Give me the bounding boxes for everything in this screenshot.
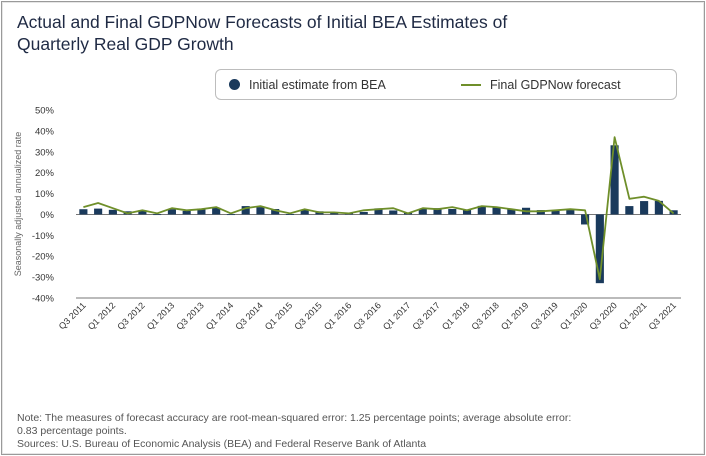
bar-bea-q3-2012 bbox=[138, 210, 147, 215]
x-tick-label: Q3 2015 bbox=[292, 300, 323, 331]
bar-bea-q1-2015 bbox=[285, 214, 295, 215]
legend-item-gdpnow[interactable]: Final GDPNow forecast bbox=[461, 70, 621, 99]
y-axis-label: Seasonally adjusted annualized rate bbox=[13, 132, 23, 277]
title-line-1: Actual and Final GDPNow Forecasts of Ini… bbox=[17, 12, 508, 32]
x-tick-label: Q1 2014 bbox=[204, 300, 235, 331]
x-tick-label: Q1 2015 bbox=[263, 300, 294, 331]
y-tick-label: 30% bbox=[35, 147, 55, 158]
x-tick-label: Q3 2018 bbox=[469, 300, 500, 331]
bar-bea-q2-2020 bbox=[595, 214, 604, 284]
y-tick-label: 0% bbox=[40, 210, 54, 221]
legend-bar-swatch bbox=[229, 79, 240, 90]
bar-bea-q3-2020 bbox=[610, 145, 619, 215]
x-tick-label: Q3 2013 bbox=[174, 300, 205, 331]
bar-bea-q2-2015 bbox=[300, 209, 309, 215]
y-tick-label: 10% bbox=[35, 189, 55, 200]
bar-bea-q1-2018 bbox=[462, 209, 472, 215]
x-tick-label: Q3 2021 bbox=[647, 300, 678, 331]
legend-item-bea[interactable]: Initial estimate from BEA bbox=[229, 70, 386, 99]
y-tick-label: -40% bbox=[32, 294, 55, 305]
x-tick-label: Q3 2011 bbox=[57, 300, 88, 331]
footer-sources: Sources: U.S. Bureau of Economic Analysi… bbox=[17, 438, 427, 450]
bar-bea-q1-2020 bbox=[581, 214, 590, 225]
bar-bea-q2-2014 bbox=[241, 206, 250, 215]
x-tick-label: Q1 2020 bbox=[558, 300, 589, 331]
chart-title: Actual and Final GDPNow Forecasts of Ini… bbox=[17, 11, 507, 55]
bar-bea-q3-2019 bbox=[551, 210, 560, 215]
x-tick-label: Q1 2017 bbox=[381, 300, 412, 331]
y-tick-label: -30% bbox=[32, 273, 55, 284]
bar-bea-q2-2017 bbox=[418, 209, 427, 215]
x-tick-label: Q3 2020 bbox=[588, 300, 619, 331]
bar-bea-q1-2013 bbox=[167, 209, 176, 215]
chart-footer: Note: The measures of forecast accuracy … bbox=[17, 412, 687, 451]
x-tick-label: Q3 2019 bbox=[528, 300, 559, 331]
y-tick-label: 40% bbox=[35, 126, 55, 137]
bar-bea-q1-2014 bbox=[226, 214, 235, 216]
x-tick-label: Q3 2016 bbox=[351, 300, 382, 331]
x-tick-label: Q1 2018 bbox=[440, 300, 471, 331]
x-tick-label: Q1 2013 bbox=[145, 300, 176, 331]
bar-bea-q4-2017 bbox=[448, 209, 457, 215]
bar-bea-q1-2012 bbox=[108, 209, 117, 215]
legend-line-label: Final GDPNow forecast bbox=[490, 77, 621, 92]
bar-bea-q4-2015 bbox=[330, 212, 339, 215]
title-line-2: Quarterly Real GDP Growth bbox=[17, 34, 234, 54]
y-tick-label: -10% bbox=[32, 231, 55, 242]
bar-bea-q1-2021 bbox=[640, 201, 649, 215]
x-tick-label: Q1 2019 bbox=[499, 300, 530, 331]
bar-bea-q2-2013 bbox=[182, 210, 191, 215]
bar-bea-q3-2018 bbox=[492, 207, 501, 215]
bar-bea-q2-2018 bbox=[477, 205, 486, 215]
bar-bea-q4-2011 bbox=[94, 208, 103, 215]
x-tick-label: Q1 2016 bbox=[322, 300, 353, 331]
y-tick-label: -20% bbox=[32, 252, 55, 263]
bar-bea-q3-2014 bbox=[256, 207, 265, 215]
x-tick-label: Q3 2017 bbox=[410, 300, 441, 331]
footer-note-line-1: Note: The measures of forecast accuracy … bbox=[17, 412, 572, 424]
bar-bea-q4-2020 bbox=[625, 206, 634, 215]
x-tick-label: Q3 2012 bbox=[115, 300, 146, 331]
footer-note-line-2: 0.83 percentage points. bbox=[17, 425, 127, 437]
x-tick-label: Q1 2021 bbox=[617, 300, 648, 331]
y-tick-label: 50% bbox=[35, 106, 55, 117]
bar-bea-q3-2017 bbox=[433, 208, 442, 215]
bar-bea-q4-2016 bbox=[389, 210, 398, 215]
x-tick-label: Q1 2012 bbox=[86, 300, 117, 331]
bar-bea-q3-2016 bbox=[374, 208, 383, 215]
legend-line-swatch bbox=[461, 83, 481, 86]
bar-bea-q3-2013 bbox=[197, 208, 206, 215]
x-tick-label: Q3 2014 bbox=[233, 300, 264, 331]
bar-bea-q4-2019 bbox=[566, 210, 575, 215]
bar-bea-q3-2011 bbox=[79, 209, 88, 215]
bar-bea-q2-2021 bbox=[654, 200, 663, 215]
bar-bea-q2-2019 bbox=[536, 210, 545, 215]
bar-bea-q4-2013 bbox=[212, 207, 221, 215]
line-gdpnow-forecast bbox=[83, 136, 675, 281]
bar-bea-q4-2014 bbox=[271, 209, 280, 215]
y-tick-label: 20% bbox=[35, 168, 55, 179]
bar-bea-q2-2016 bbox=[359, 211, 368, 215]
bar-bea-q4-2018 bbox=[507, 209, 516, 215]
bar-bea-q4-2012 bbox=[153, 214, 162, 216]
chart-legend: Initial estimate from BEA Final GDPNow f… bbox=[215, 69, 677, 100]
legend-bar-label: Initial estimate from BEA bbox=[249, 77, 386, 92]
